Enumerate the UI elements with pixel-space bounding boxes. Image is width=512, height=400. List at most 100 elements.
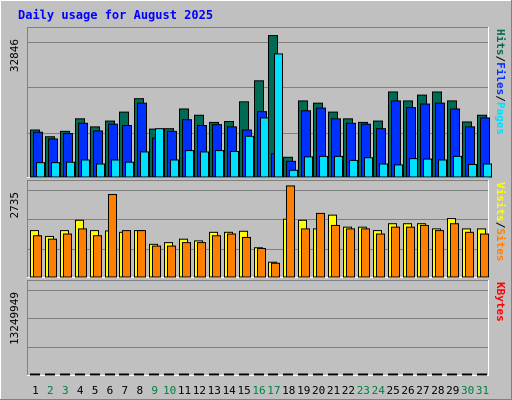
bar-pages-29 (453, 155, 462, 178)
x-tick-label-14: 14 (223, 384, 237, 397)
bar-pages-19 (304, 156, 313, 178)
bar-kbytes-1 (30, 373, 40, 376)
bar-pages-1 (36, 162, 45, 178)
bar-pages-28 (438, 159, 447, 178)
legend-separator: / (494, 222, 507, 229)
bar-pages-24 (379, 163, 388, 178)
bar-kbytes-4 (75, 373, 85, 376)
bar-sites-4 (78, 228, 87, 278)
bar-pages-11 (185, 150, 194, 178)
bar-sites-28 (435, 230, 444, 278)
bar-sites-26 (406, 226, 415, 278)
legend-files: Files (494, 62, 507, 95)
bar-sites-29 (450, 223, 459, 278)
bar-sites-5 (93, 235, 102, 278)
x-tick-label-4: 4 (77, 384, 84, 397)
bar-sites-22 (346, 228, 355, 278)
bar-kbytes-28 (432, 373, 442, 376)
bar-pages-22 (349, 159, 358, 178)
x-tick-label-15: 15 (237, 384, 250, 397)
x-tick-label-23: 23 (357, 384, 370, 397)
bar-kbytes-25 (388, 373, 398, 376)
x-tick-label-26: 26 (401, 384, 414, 397)
bar-kbytes-14 (224, 373, 234, 376)
panel-hits-files-pages: 32846 Hits/Files/Pages (8, 27, 507, 178)
x-tick-label-29: 29 (446, 384, 459, 397)
bar-sites-6 (108, 194, 117, 278)
y-max-label: 32846 (8, 39, 21, 72)
x-tick-label-11: 11 (178, 384, 191, 397)
bar-sites-3 (63, 233, 72, 278)
bar-sites-15 (242, 236, 251, 278)
x-tick-label-28: 28 (431, 384, 444, 397)
bar-sites-8 (137, 230, 146, 278)
bar-sites-31 (480, 233, 489, 278)
legend-sites: Sites (494, 228, 507, 261)
x-tick-label-10: 10 (163, 384, 176, 397)
bar-sites-17 (271, 262, 280, 278)
x-tick-label-8: 8 (136, 384, 143, 397)
bar-kbytes-6 (105, 373, 115, 376)
bar-pages-2 (51, 162, 60, 178)
x-tick-label-6: 6 (107, 384, 114, 397)
legend-separator: / (494, 56, 507, 63)
bar-sites-9 (152, 245, 161, 278)
x-tick-label-30: 30 (461, 384, 474, 397)
x-tick-label-12: 12 (193, 384, 206, 397)
bar-kbytes-7 (119, 373, 129, 376)
bar-kbytes-29 (447, 373, 457, 376)
bar-sites-1 (33, 235, 42, 278)
bar-sites-25 (391, 226, 400, 278)
bar-kbytes-11 (179, 373, 189, 376)
x-tick-label-25: 25 (387, 384, 400, 397)
legend-hits: Hits (494, 29, 507, 56)
bar-kbytes-5 (90, 373, 100, 376)
bar-sites-10 (167, 245, 176, 278)
bar-pages-7 (125, 161, 134, 178)
bar-pages-5 (96, 163, 105, 178)
bar-kbytes-9 (149, 373, 159, 376)
bar-kbytes-30 (462, 373, 472, 376)
x-axis-labels: 1 2 3 4 5 6 7 8 9 10 11 12 13 14 15 16 17 18 19 20 21 22 23 24 2… (32, 384, 489, 397)
bar-kbytes-15 (239, 373, 249, 376)
bar-kbytes-19 (298, 373, 308, 376)
bar-kbytes-20 (313, 373, 323, 376)
x-tick-label-9: 9 (151, 384, 158, 397)
bar-sites-2 (48, 238, 57, 278)
bar-kbytes-24 (373, 373, 383, 376)
x-tick-label-21: 21 (327, 384, 340, 397)
bar-kbytes-13 (209, 373, 219, 376)
x-tick-label-5: 5 (92, 384, 99, 397)
bar-sites-14 (227, 233, 236, 278)
bar-kbytes-8 (134, 373, 144, 376)
bar-kbytes-16 (254, 373, 264, 376)
legend-kbytes: KBytes (494, 282, 507, 322)
bar-pages-16 (260, 117, 269, 178)
bar-kbytes-12 (194, 373, 204, 376)
bar-pages-15 (245, 135, 254, 178)
legend: KBytes (494, 282, 507, 322)
bar-kbytes-17 (268, 373, 278, 376)
x-tick-label-27: 27 (416, 384, 429, 397)
panel-visits-sites: 2735 Visits/Sites (8, 180, 507, 278)
bar-kbytes-3 (60, 373, 70, 376)
x-tick-label-17: 17 (267, 384, 280, 397)
x-tick-label-22: 22 (342, 384, 355, 397)
bar-pages-14 (230, 150, 239, 178)
chart-title: Daily usage for August 2025 (18, 8, 213, 22)
bar-kbytes-23 (358, 373, 368, 376)
bar-sites-11 (182, 242, 191, 278)
bar-sites-24 (376, 233, 385, 278)
x-tick-label-24: 24 (372, 384, 386, 397)
legend-visits: Visits (494, 182, 507, 222)
bar-pages-31 (483, 163, 492, 178)
bar-pages-21 (334, 155, 343, 178)
bar-kbytes-18 (283, 373, 293, 376)
bar-pages-3 (66, 161, 75, 178)
x-tick-label-7: 7 (122, 384, 129, 397)
legend-pages: Pages (494, 102, 507, 135)
x-tick-label-31: 31 (476, 384, 489, 397)
y-max-label: 2735 (8, 192, 21, 219)
